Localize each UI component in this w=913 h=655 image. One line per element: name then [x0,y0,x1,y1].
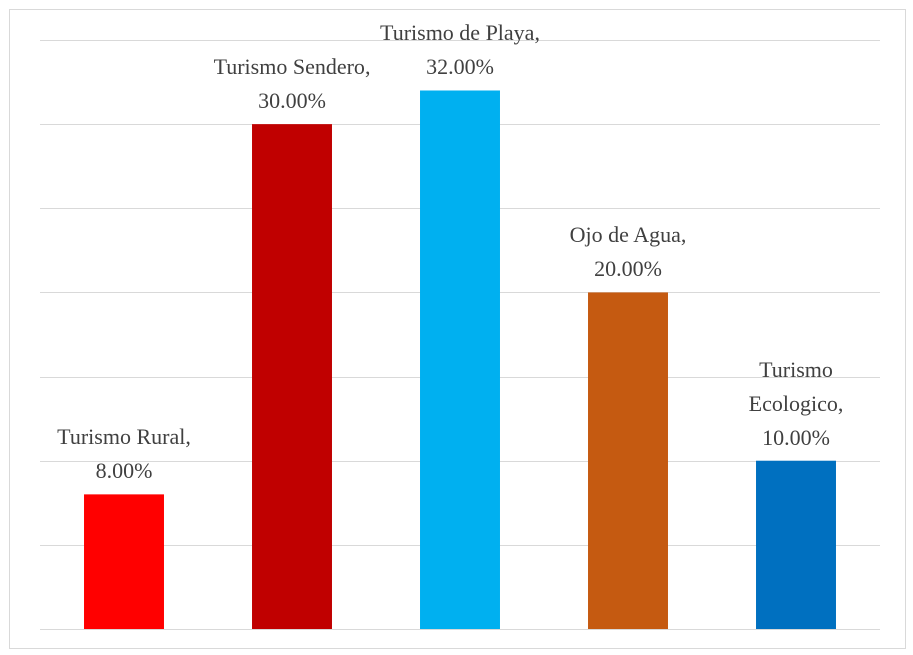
data-label-value: 10.00% [762,424,830,450]
data-label-category: Turismo Ecologico [748,356,838,416]
data-label-separator: , [680,222,692,248]
data-label-value: 8.00% [95,458,153,484]
data-label: Ojo de Agua, 20.00% [548,218,708,286]
bar [252,124,332,630]
data-label-separator: , [837,390,849,416]
data-label-separator: , [185,424,197,450]
bar [756,460,836,629]
data-label-value: 30.00% [258,88,326,114]
data-label-value: 32.00% [426,54,494,80]
data-label-category: Turismo de Playa [380,20,535,46]
bar [588,292,668,629]
data-label-category: Turismo Rural [57,424,186,450]
data-label-separator: , [534,20,546,46]
data-label-category: Ojo de Agua [569,222,681,248]
data-label-separator: , [364,54,376,80]
data-label-category: Turismo Sendero [213,54,365,80]
data-label: Turismo de Playa, 32.00% [380,16,540,84]
data-label: Turismo Sendero, 30.00% [212,50,372,118]
data-label-value: 20.00% [594,256,662,282]
data-label: Turismo Ecologico, 10.00% [716,353,876,455]
data-label: Turismo Rural, 8.00% [44,420,204,488]
bar [420,90,500,629]
bar [84,494,164,629]
